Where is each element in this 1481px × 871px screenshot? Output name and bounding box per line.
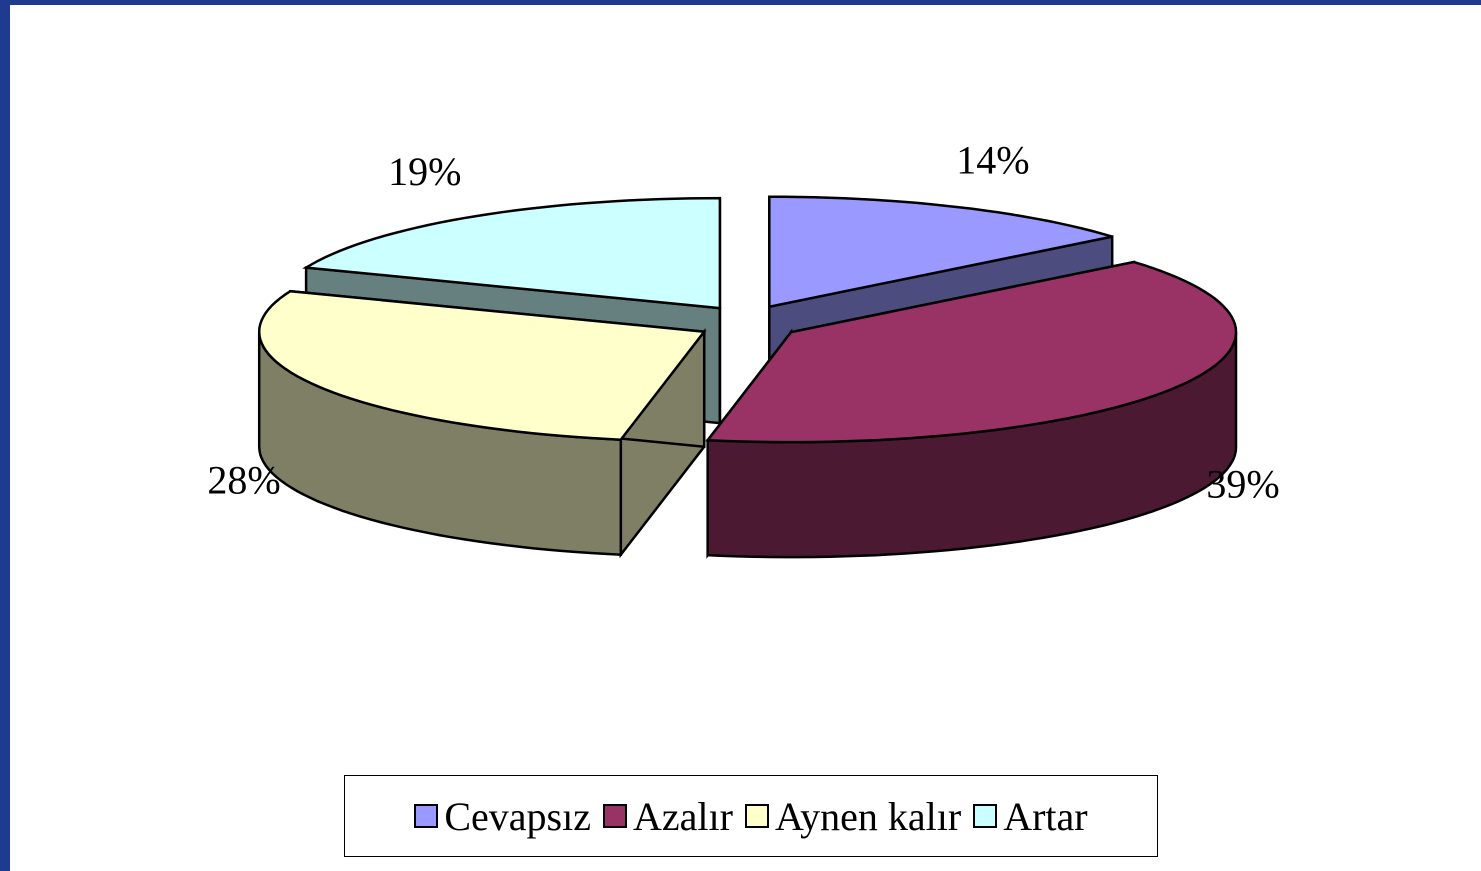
legend-item: Cevapsız [414, 793, 591, 840]
legend: Cevapsız Azalır Aynen kalır Artar [344, 775, 1158, 857]
slice [705, 260, 1238, 559]
data-label: 39% [1206, 461, 1279, 506]
legend-label: Azalır [632, 793, 733, 839]
legend-item: Artar [973, 793, 1088, 840]
slice-top [768, 195, 1113, 309]
legend-swatch [414, 804, 439, 828]
data-label: 19% [388, 149, 461, 194]
slice-top [705, 260, 1238, 444]
legend-item: Aynen kalır [744, 793, 962, 840]
legend-swatch [744, 804, 769, 828]
legend-swatch [602, 804, 627, 828]
slice-top [302, 196, 722, 310]
data-label: 14% [956, 137, 1029, 182]
data-label: 28% [207, 457, 280, 502]
slice [257, 289, 707, 559]
legend-swatch [973, 804, 998, 828]
legend-item: Azalır [602, 793, 733, 840]
legend-label: Aynen kalır [774, 793, 962, 839]
slice-top [257, 289, 707, 441]
legend-label: Cevapsız [444, 793, 591, 839]
legend-label: Artar [1003, 793, 1088, 839]
